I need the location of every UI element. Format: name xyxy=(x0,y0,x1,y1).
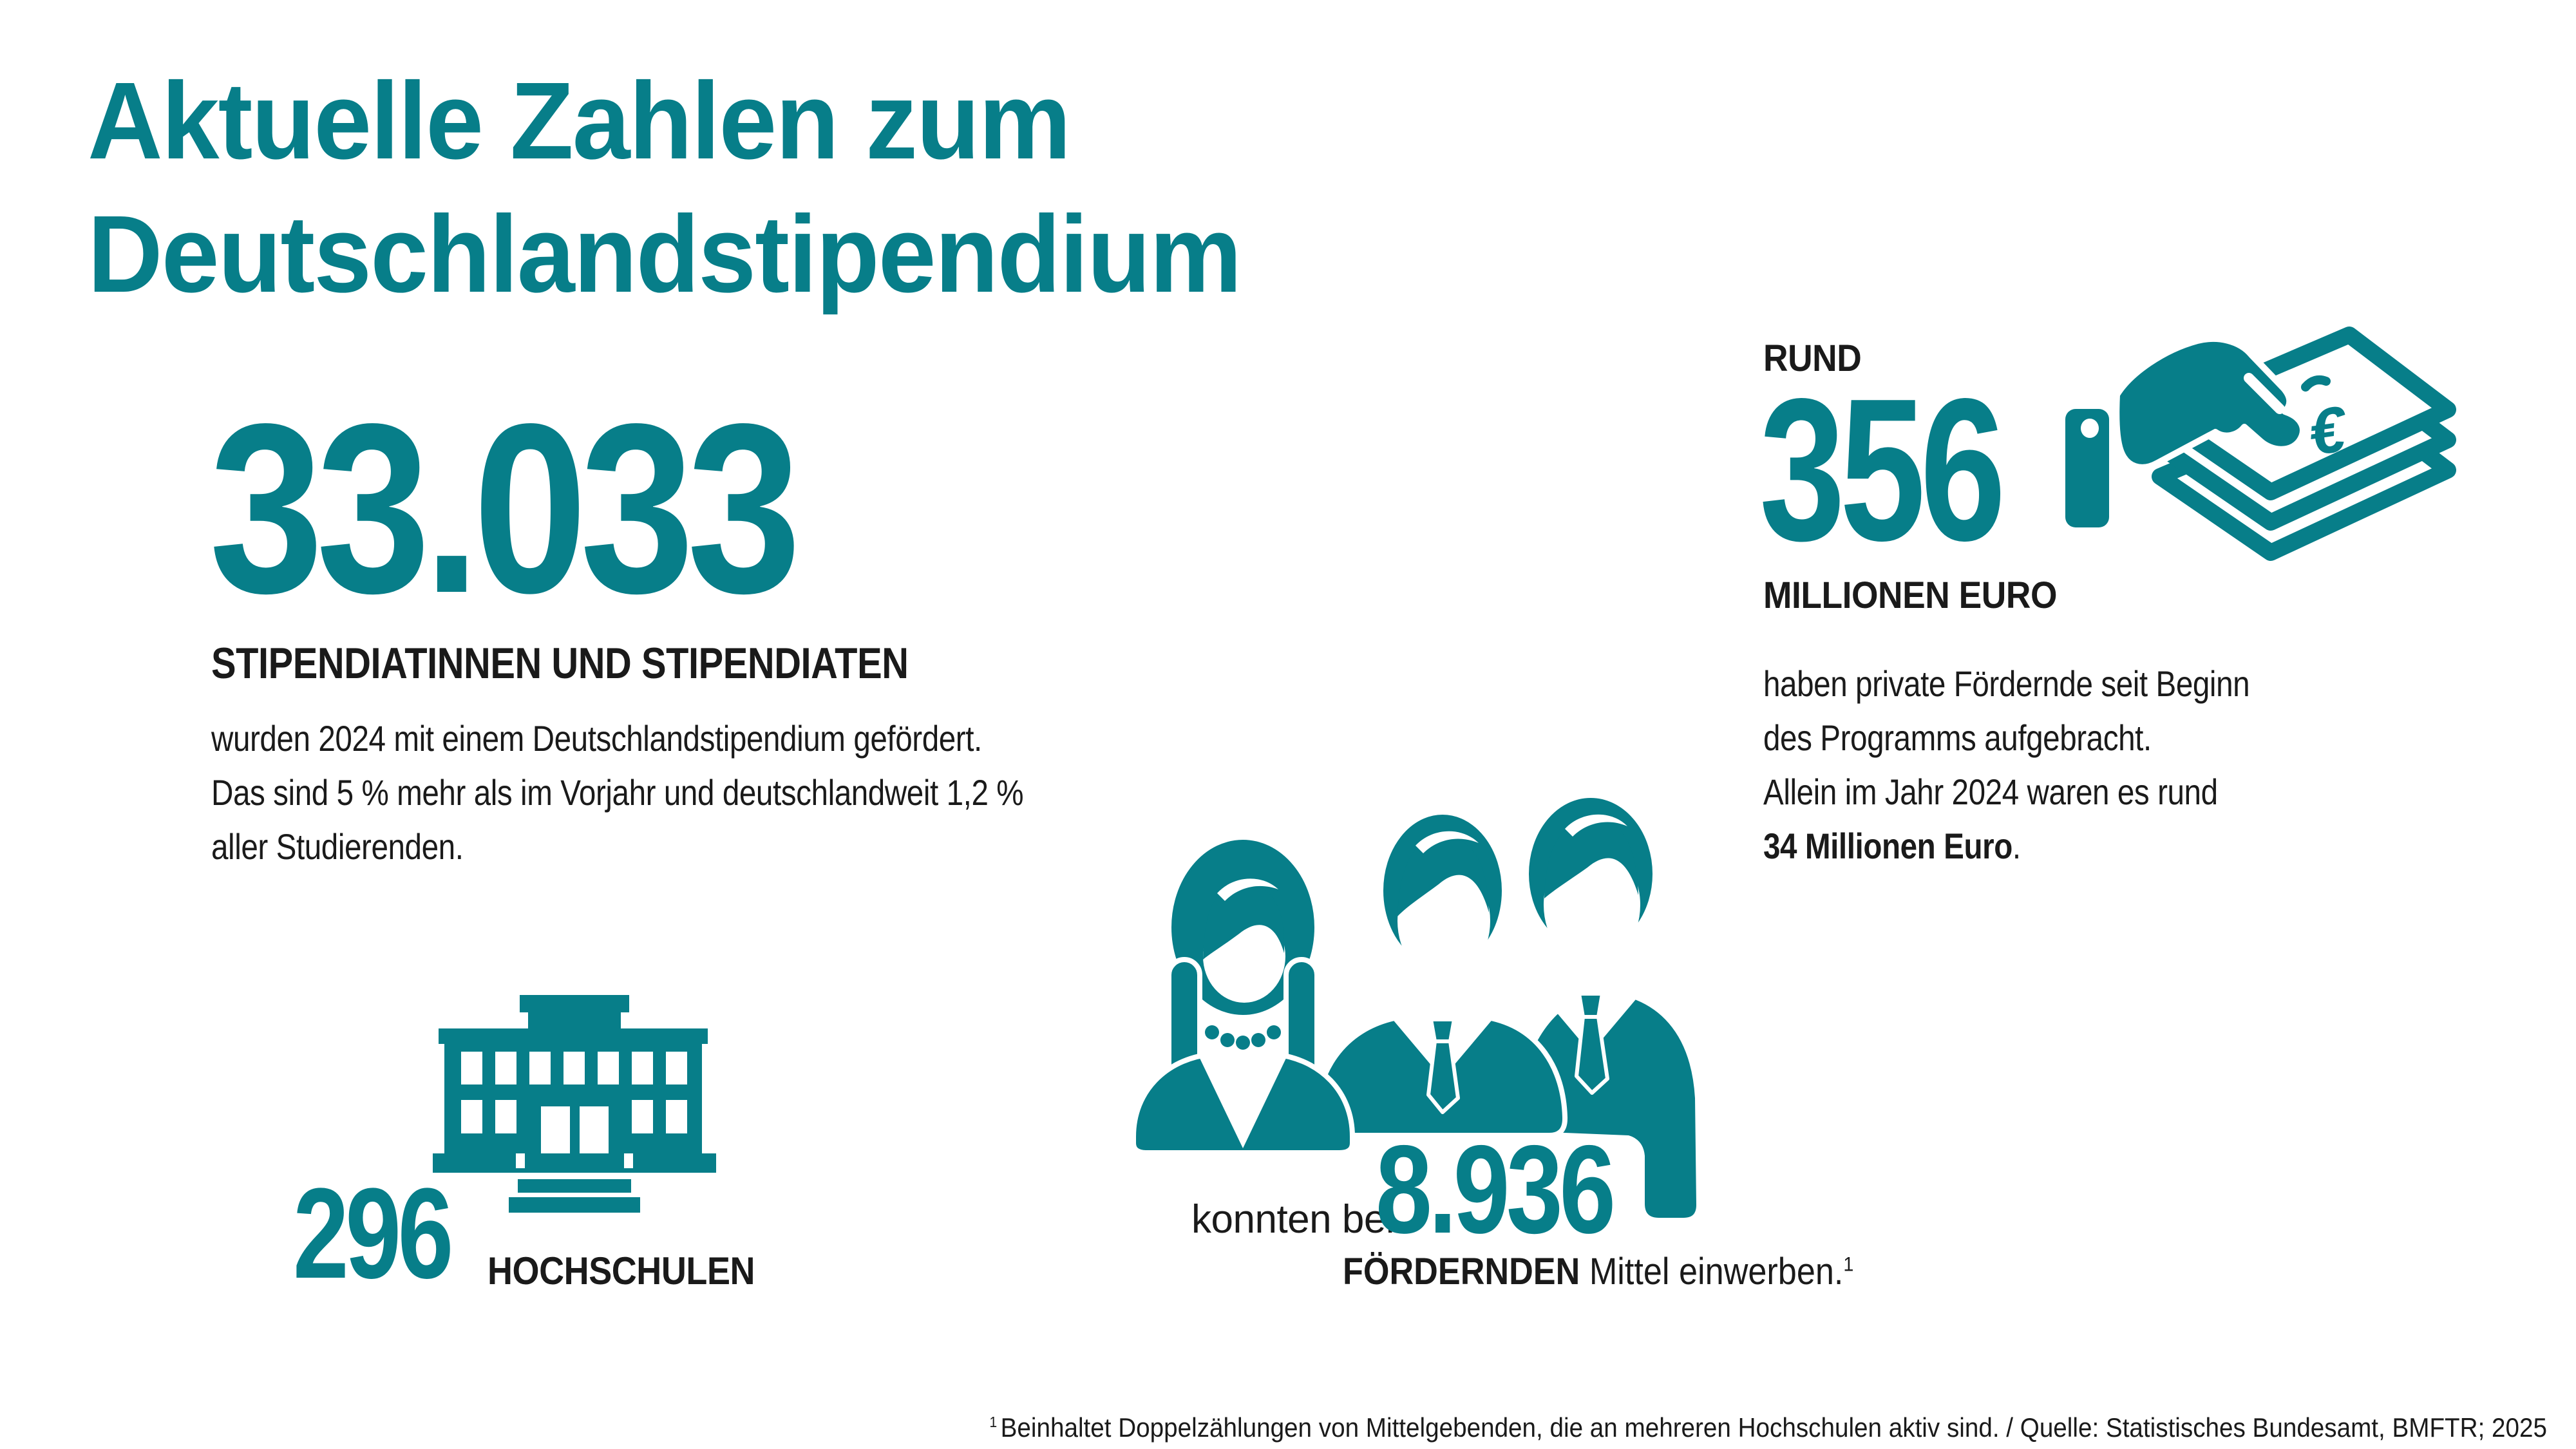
wallet-bar-hole xyxy=(2081,419,2099,438)
scholars-number-value: 33.033 xyxy=(209,374,801,643)
page-title: Aktuelle Zahlen zum Deutschlandstipendiu… xyxy=(88,55,1242,321)
scholars-description-line3: aller Studierenden. xyxy=(211,826,464,867)
funding-description-line1: haben private Fördernde seit Beginn xyxy=(1763,663,2250,704)
three-business-people-icon xyxy=(1131,795,1701,1223)
building-windows xyxy=(461,1052,687,1168)
footnote-marker: 1 xyxy=(989,1414,998,1430)
hand-shape xyxy=(2113,336,2306,471)
sponsors-number: 8.936 xyxy=(1376,1127,1668,1253)
business-man-middle xyxy=(1312,810,1567,1138)
funding-number-value: 356 xyxy=(1759,356,2006,583)
sponsors-number-value: 8.936 xyxy=(1376,1119,1616,1260)
funding-description-line4-end: . xyxy=(2012,826,2021,866)
funding-description-line4: 34 Millionen Euro. xyxy=(1763,819,2249,873)
funding-amount-2024: 34 Millionen Euro xyxy=(1763,826,2012,866)
funding-description: haben private Fördernde seit Beginn des … xyxy=(1763,657,2250,873)
necklace xyxy=(1205,1025,1281,1050)
wallet-bar-shape xyxy=(2065,409,2109,527)
scholars-label: STIPENDIATINNEN UND STIPENDIATEN xyxy=(211,639,909,688)
funding-description-line2: des Programms aufgebracht. xyxy=(1763,717,2152,758)
business-woman xyxy=(1131,835,1355,1155)
sponsors-footnote-ref: 1 xyxy=(1843,1252,1854,1276)
title-line-2: Deutschlandstipendium xyxy=(88,193,1242,316)
universities-number: 296 xyxy=(293,1170,495,1298)
hand-slot xyxy=(2244,373,2285,414)
university-building-icon xyxy=(433,995,716,1213)
sponsors-lead: konnten bei xyxy=(1191,1197,1395,1242)
sponsors-label-rest: Mittel einwerben. xyxy=(1580,1251,1844,1293)
banknote-stack xyxy=(2152,327,2456,561)
universities-label: HOCHSCHULEN xyxy=(488,1249,755,1293)
euro-flourish xyxy=(2301,375,2331,392)
universities-number-value: 296 xyxy=(293,1162,453,1305)
funding-unit: MILLIONEN EURO xyxy=(1763,574,2058,616)
scholars-description-line2: Das sind 5 % mehr als im Vorjahr und deu… xyxy=(211,772,1024,813)
funding-description-line3: Allein im Jahr 2024 waren es rund xyxy=(1763,772,2218,812)
footnote-text: Beinhaltet Doppelzählungen von Mittelgeb… xyxy=(1000,1412,2548,1443)
scholars-description: wurden 2024 mit einem Deutschlandstipend… xyxy=(211,712,1024,874)
sponsors-label-bold: FÖRDERNDEN xyxy=(1343,1251,1580,1293)
hand-with-euro-banknotes-icon: € xyxy=(2065,327,2456,561)
title-line-1: Aktuelle Zahlen zum xyxy=(88,60,1071,182)
scholars-description-line1: wurden 2024 mit einem Deutschlandstipend… xyxy=(211,718,982,759)
sponsors-label: FÖRDERNDEN Mittel einwerben.1 xyxy=(1343,1253,1853,1291)
business-man-right xyxy=(1512,795,1701,1223)
funding-prefix: RUND xyxy=(1763,337,1862,379)
scholars-number: 33.033 xyxy=(209,388,897,630)
footnote-source: 1 Beinhaltet Doppelzählungen von Mittelge… xyxy=(989,1412,2547,1444)
funding-number: 356 xyxy=(1759,368,2077,571)
